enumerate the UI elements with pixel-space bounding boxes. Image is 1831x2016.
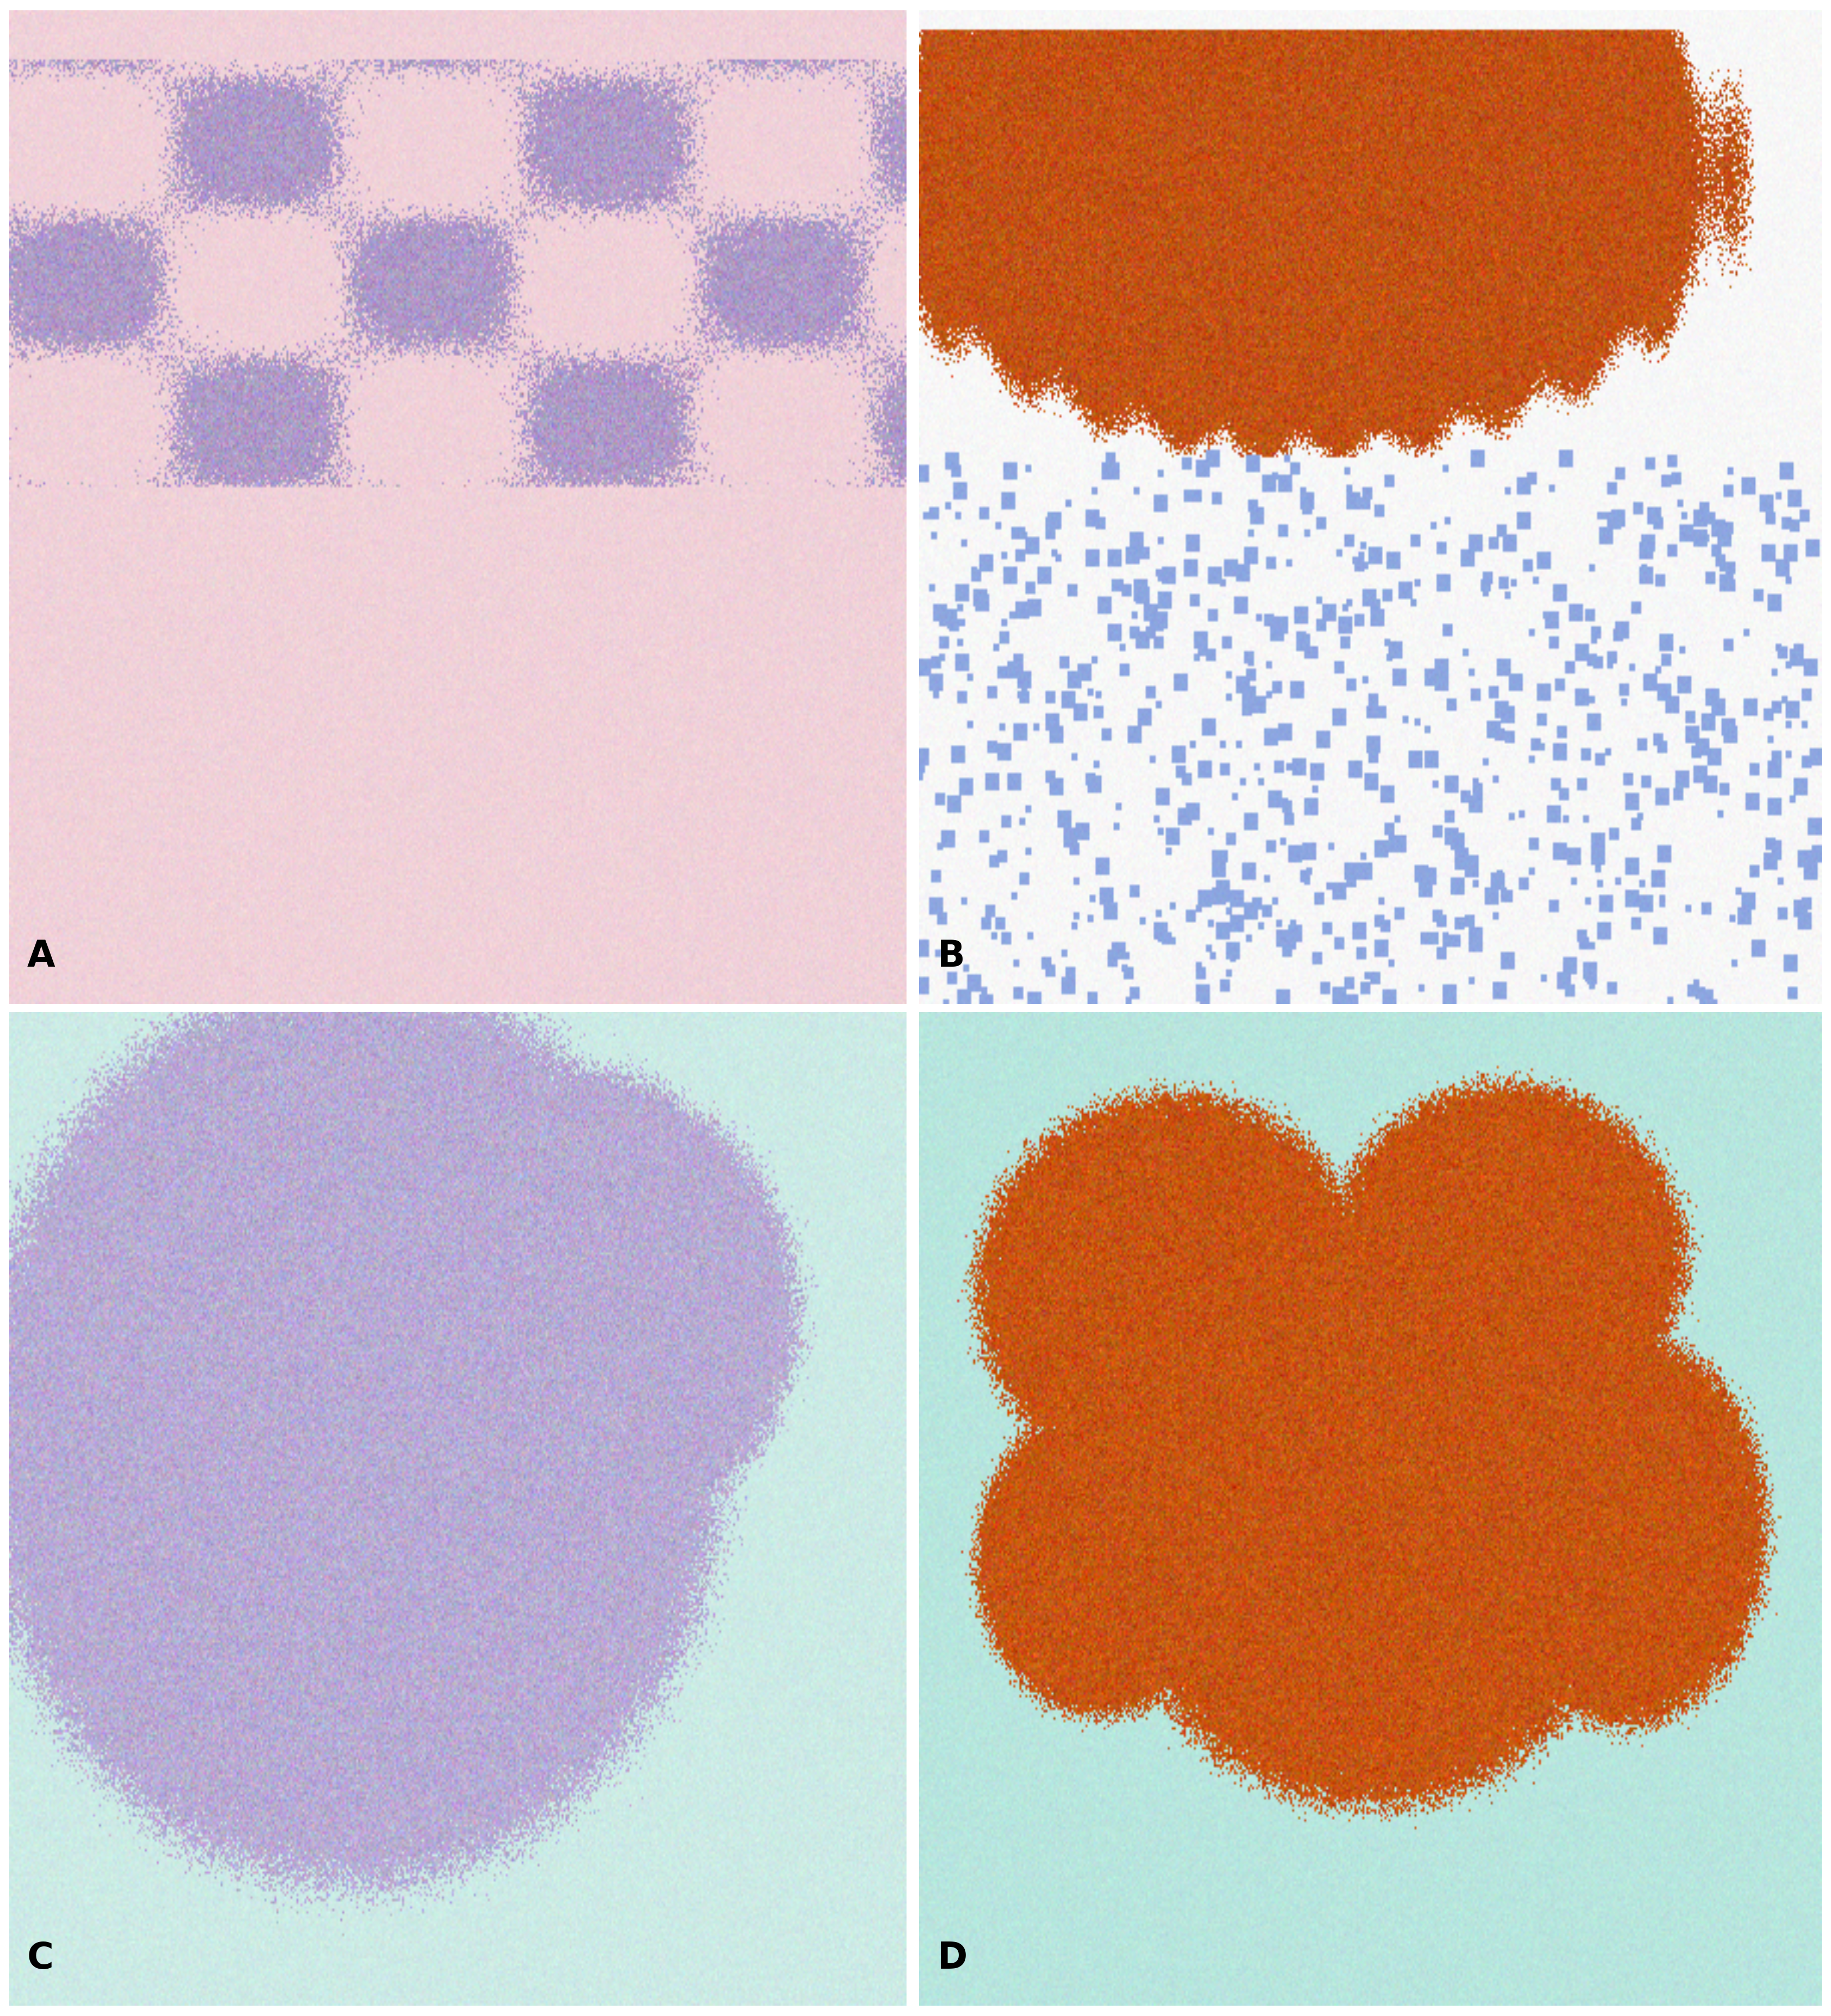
Text: A: A (27, 937, 55, 974)
Text: D: D (937, 1939, 967, 1976)
Text: C: C (27, 1939, 53, 1976)
Text: B: B (937, 937, 965, 974)
